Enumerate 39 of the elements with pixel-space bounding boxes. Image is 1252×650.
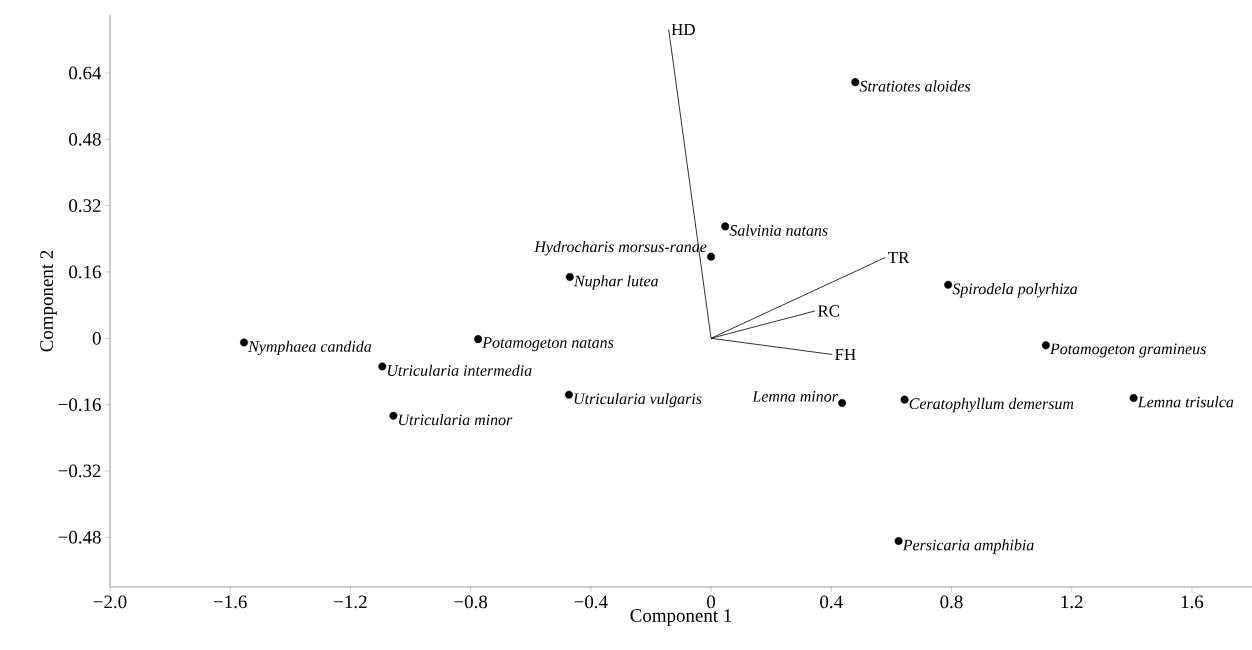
series-label: HD (671, 23, 695, 36)
annotation: Utricularia minor (399, 414, 513, 426)
annotation: Nuphar lutea (573, 275, 658, 290)
annotation: Hydrocharis morsus-ranae (534, 240, 707, 256)
x-tick-label: −1.2 (334, 595, 367, 609)
x-tick-label: −2.0 (93, 595, 127, 609)
x-tick-label: 0.4 (820, 595, 843, 609)
x-tick-label: 0 (707, 595, 716, 609)
x-tick-label: 1.6 (1181, 595, 1204, 609)
annotation: Spirodela polyrhiza (952, 283, 1078, 298)
y-tick-label: 0.32 (69, 199, 101, 213)
y-tick-label: −0.16 (58, 398, 101, 412)
annotation: Potamogeton natans (482, 337, 614, 352)
x-tick-label: −0.4 (574, 595, 608, 609)
annotation: Potamogeton gramineus (1049, 343, 1206, 358)
y-axis-title: Component 2 (40, 250, 57, 352)
y-tick-label: 0.64 (69, 66, 102, 80)
series-label: FH (835, 348, 856, 361)
annotation: Ceratophyllum demersum (909, 397, 1074, 413)
series-label: TR (888, 251, 910, 264)
x-tick-label: 0.8 (940, 595, 963, 609)
series-label: RC (817, 305, 840, 317)
x-axis-title: Component 1 (630, 609, 732, 626)
x-tick-label: −0.8 (454, 595, 488, 609)
y-tick-label: −0.32 (58, 464, 101, 478)
annotation: Nymphaea candida (248, 340, 372, 356)
annotation: Salvinia natans (729, 224, 828, 236)
annotation: Utricularia intermedia (387, 364, 532, 376)
y-tick-label: 0 (92, 331, 101, 345)
annotation: Utricularia vulgaris (574, 392, 702, 408)
y-tick-label: 0.48 (69, 132, 101, 146)
y-tick-label: 0.16 (69, 265, 101, 279)
annotation: Lemna trisulca (1137, 396, 1234, 408)
annotation: Lemna minor (752, 391, 838, 402)
annotation: Stratiotes aloides (859, 80, 971, 92)
x-tick-label: −1.6 (213, 595, 247, 609)
x-tick-label: 1.2 (1061, 595, 1083, 609)
y-tick-label: −0.48 (58, 530, 101, 544)
annotation: Persicaria amphibia (902, 539, 1034, 554)
